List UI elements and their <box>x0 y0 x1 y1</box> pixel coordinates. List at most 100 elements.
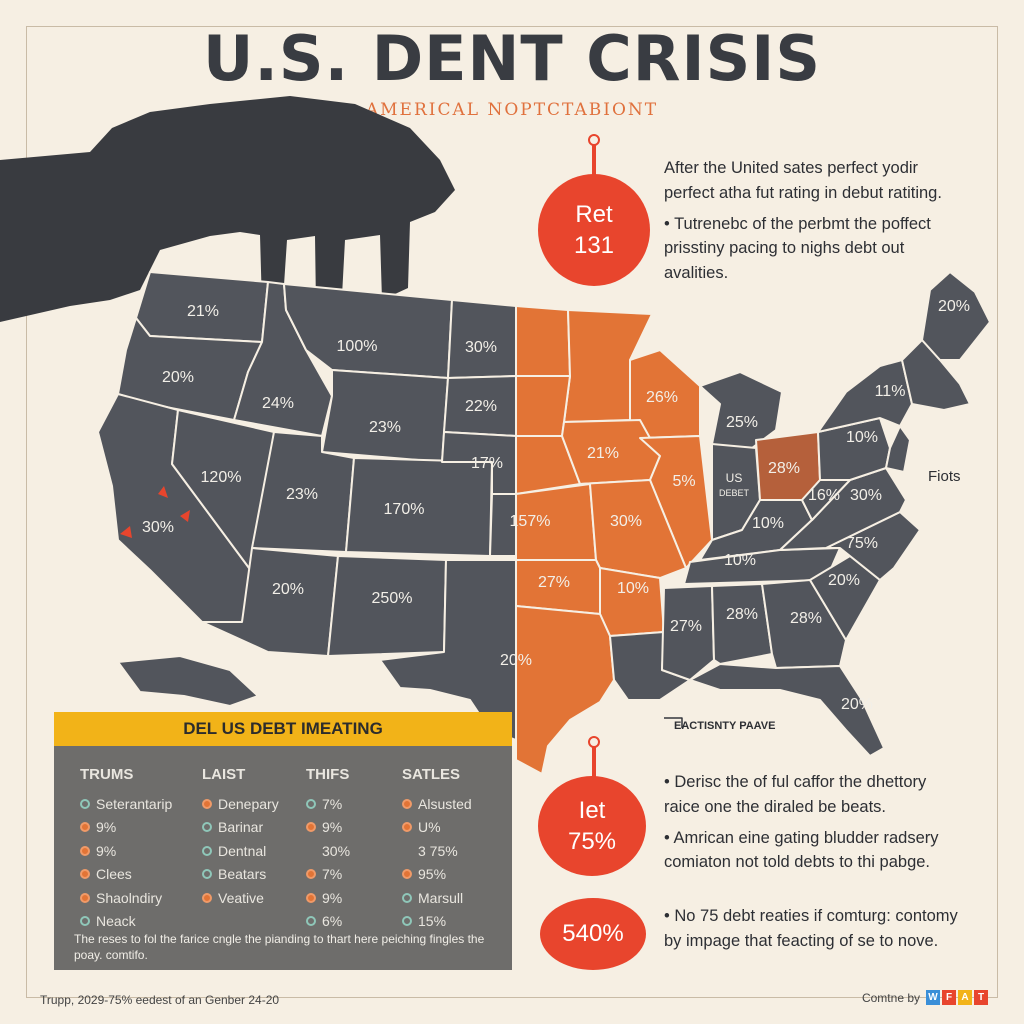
legend-item: Denepary <box>202 792 279 816</box>
legend-title: DEL US DEBT IMEATING <box>54 712 512 746</box>
legend-item: 15% <box>402 910 472 934</box>
stat-bubble-2-line2: 75% <box>567 828 617 855</box>
legend-item-label: Neack <box>96 913 136 930</box>
logo-block: A <box>958 990 972 1005</box>
legend-columns: TRUMS Seterantarip 9% 9% Clees Shaolndiry Neac… <box>54 746 512 929</box>
marker-arrow-3 <box>180 510 190 522</box>
page-subtitle: AMERICAL NOPTCTABIONT <box>365 100 659 120</box>
label-in-bottom: DEBET <box>719 488 750 498</box>
label-ut: 23% <box>286 486 318 503</box>
legend-column-head: THIFS <box>306 766 350 783</box>
legend-dot-icon <box>202 892 212 903</box>
label-ne: 17% <box>471 455 503 472</box>
legend-dot-icon <box>80 845 90 856</box>
legend-dot-icon <box>306 892 316 903</box>
bubble-2-stem <box>588 736 600 782</box>
label-az: 20% <box>272 581 304 598</box>
label-nm: 250% <box>372 590 413 607</box>
legend-item: Veative <box>202 886 279 910</box>
bubble-1-stem <box>588 134 600 180</box>
stat-bubble-1-line2: 131 <box>573 232 615 259</box>
label-wa: 21% <box>187 303 219 320</box>
legend-item: Marsull <box>402 886 472 910</box>
legend-item-label: Shaolndiry <box>96 889 163 906</box>
state-fl <box>689 663 885 757</box>
label-ga: 28% <box>790 610 822 627</box>
label-nv: 120% <box>201 469 242 486</box>
label-ny: 11% <box>875 383 906 400</box>
legend-item-label: Seterantarip <box>96 795 173 812</box>
legend-dot-icon <box>306 869 316 880</box>
stat-bubble-3-line1: 540% <box>562 920 624 948</box>
label-sc: 20% <box>828 572 860 589</box>
label-ca: 30% <box>142 519 174 536</box>
callout-line <box>664 717 683 728</box>
legend-item: 9% <box>306 816 350 840</box>
legend-dot-icon <box>306 798 316 809</box>
legend-item: 6% <box>306 910 350 934</box>
legend-item: Clees <box>80 863 172 887</box>
legend-item-label: U% <box>418 819 441 836</box>
legend-dot-icon <box>402 798 412 809</box>
note-middle-1: • Derisc the of ful caffor the dhettory … <box>664 773 927 816</box>
legend-item-label: Veative <box>218 889 264 906</box>
label-mt: 100% <box>337 338 378 355</box>
marker-arrow-2 <box>120 526 132 538</box>
stat-bubble-2: Iet 75% <box>538 776 646 876</box>
state-wy <box>321 369 449 463</box>
state-nc <box>825 511 921 581</box>
label-id: 24% <box>262 395 294 412</box>
legend-column: SATLES Alsusted U% 3 75% 95% Marsull 15% <box>402 766 472 933</box>
legend-item-label: 15% <box>418 913 447 930</box>
label-co: 170% <box>384 501 425 518</box>
note-bottom-1: • No 75 debt reaties if comturg: contomy… <box>664 907 958 950</box>
footer-credit-label: Comtne by <box>861 990 920 1005</box>
label-wv: 16% <box>808 487 840 504</box>
legend-dot-icon <box>402 916 412 927</box>
label-al: 28% <box>726 606 758 623</box>
label-nd: 30% <box>465 339 497 356</box>
label-mo: 30% <box>610 513 642 530</box>
legend-footnote: The reses to fol the farice cngle the pi… <box>74 932 485 962</box>
legend-item-label: 7% <box>322 866 343 883</box>
label-tn: 10% <box>724 552 756 569</box>
side-label: Fiots <box>928 468 961 485</box>
legend-item: 95% <box>402 863 472 887</box>
label-me: 20% <box>938 298 970 315</box>
legend-column: TRUMS Seterantarip 9% 9% Clees Shaolndiry Neac… <box>80 766 172 933</box>
legend-dot-icon <box>402 822 412 833</box>
legend-panel: DEL US DEBT IMEATING TRUMS Seterantarip 9%… <box>54 712 512 970</box>
legend-column: THIFS 7% 9% 30% 7% 9% 6% <box>306 766 350 933</box>
legend-dot-icon <box>80 822 90 833</box>
state-al <box>711 583 773 665</box>
state-nd-east <box>515 305 571 377</box>
legend-dot-icon <box>306 822 316 833</box>
label-sd: 22% <box>465 398 497 415</box>
legend-item: 9% <box>306 886 350 910</box>
stat-bubble-1-line1: Ret <box>575 200 613 228</box>
label-tx: 20% <box>500 652 532 669</box>
label-ar: 10% <box>617 580 649 597</box>
notes-middle: • Derisc the of ful caffor the dhettory … <box>664 770 964 881</box>
legend-item: 30% <box>306 839 350 863</box>
legend-item-label: 6% <box>322 913 343 930</box>
legend-item: 7% <box>306 792 350 816</box>
label-fl: 20% <box>841 696 873 713</box>
state-tx-east <box>515 605 615 775</box>
legend-item: 9% <box>80 816 172 840</box>
legend-item-label: Dentnal <box>218 842 267 859</box>
legend-column-head: TRUMS <box>80 766 134 783</box>
label-nc: 75% <box>846 535 878 552</box>
legend-item-label: 9% <box>96 842 117 859</box>
legend-dot-icon <box>80 916 90 927</box>
label-wy: 23% <box>369 419 401 436</box>
legend-item: 3 75% <box>402 839 472 863</box>
note-middle-2: • Amrican eine gating bludder radsery co… <box>664 828 939 872</box>
legend-column-head: LAIST <box>202 766 246 783</box>
label-pa: 10% <box>846 429 878 446</box>
state-ak <box>117 655 259 707</box>
notes-bottom: • No 75 debt reaties if comturg: contomy… <box>664 904 964 960</box>
legend-dot-icon <box>202 869 212 880</box>
